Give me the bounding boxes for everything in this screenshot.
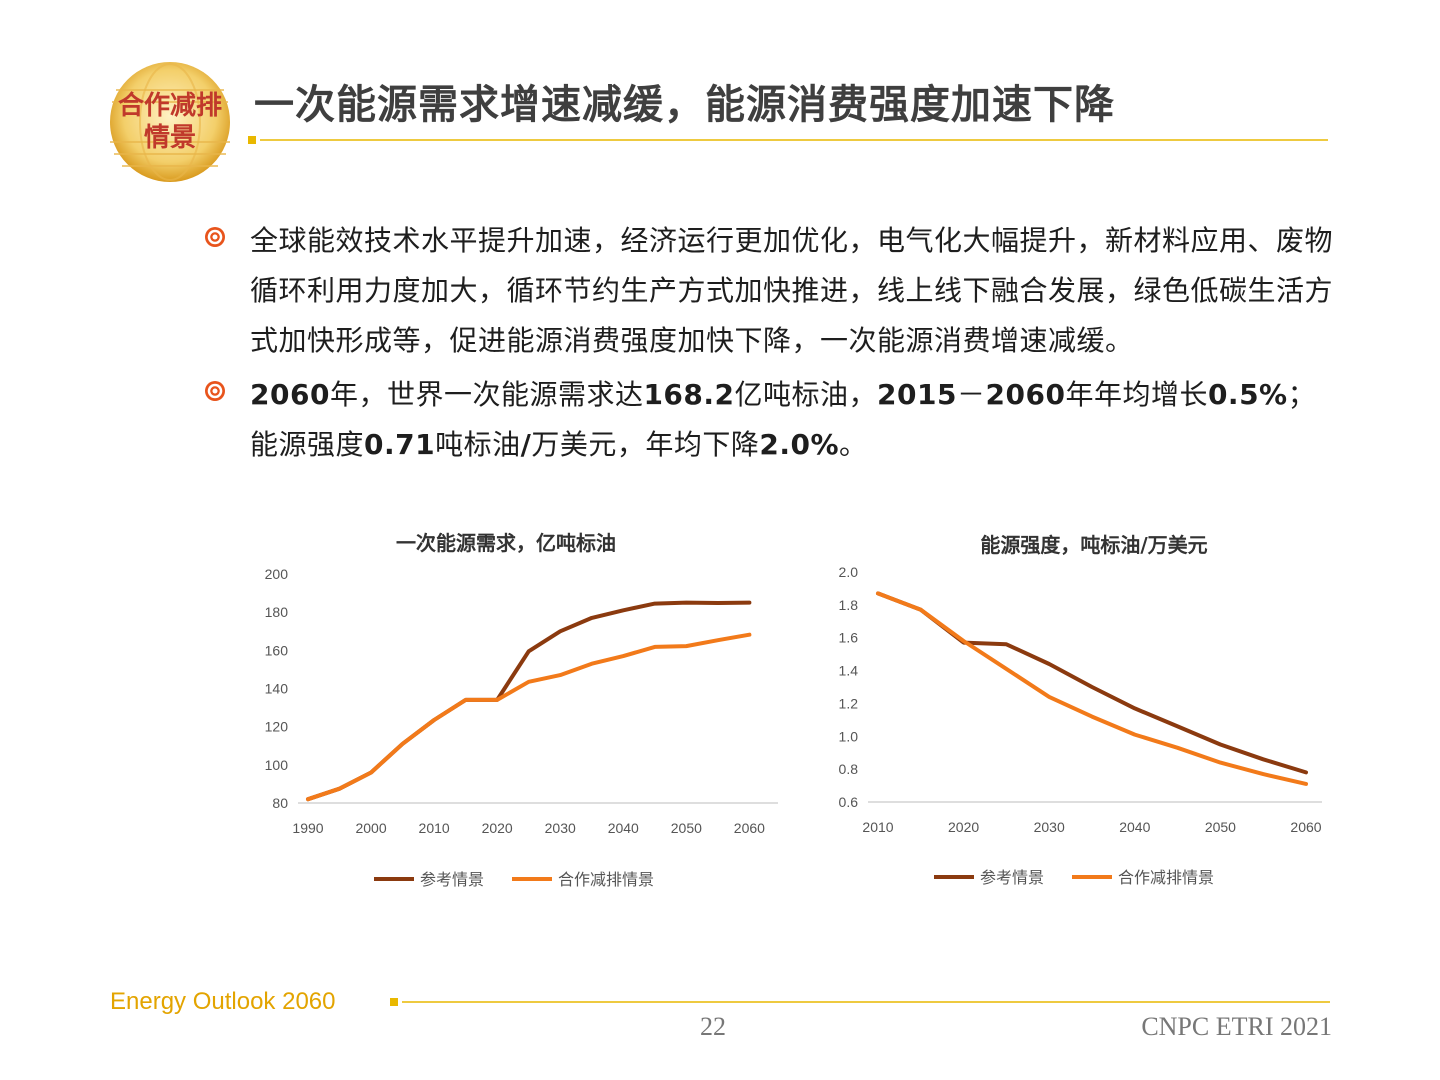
y-tick-label: 0.8: [839, 761, 859, 777]
page-title: 一次能源需求增速减缓，能源消费强度加速下降: [254, 82, 1115, 128]
bullet-highlight: 0.5%: [1207, 378, 1288, 411]
y-tick-label: 2.0: [839, 564, 859, 580]
legend-label: 合作减排情景: [558, 870, 654, 889]
y-tick-label: 0.6: [839, 794, 859, 810]
bullet-segment: ；能源强度: [250, 378, 1317, 461]
bullet-highlight: 2060: [250, 378, 330, 411]
bullet-segment: 年年均增长: [1065, 378, 1208, 411]
y-tick-label: 140: [265, 681, 289, 697]
y-tick-label: 1.4: [839, 663, 859, 679]
x-tick-label: 2040: [1119, 819, 1150, 835]
x-tick-label: 2050: [1205, 819, 1236, 835]
logo-text-line2: 情景: [144, 123, 196, 153]
y-tick-label: 1.0: [839, 728, 859, 744]
bullet-highlight: 2060: [985, 378, 1066, 411]
y-tick-label: 1.8: [839, 597, 859, 613]
energy-intensity-chart-svg: 能源强度，吨标油/万美元 0.6 0.8 1.0 1.2 1.4 1.6 1.8 2.0 2010…: [839, 533, 1322, 887]
bullet-icon: [205, 227, 225, 247]
bullet-text: 全球能效技术水平提升加速，经济运行更加优化，电气化大幅提升，新材料应用、废物循环…: [250, 216, 1344, 366]
x-tick-label: 2060: [1290, 819, 1321, 835]
bullet-highlight: /: [520, 428, 532, 461]
bullet-segment: 全球能效技术水平提升加速，经济运行更加优化，电气化大幅提升，新材料应用、废物循环…: [250, 224, 1334, 357]
chart-title: 能源强度，吨标油/万美元: [980, 533, 1207, 557]
y-tick-label: 200: [265, 566, 289, 582]
x-tick-label: 2030: [545, 820, 576, 836]
y-tick-label: 1.2: [839, 695, 859, 711]
bullet-highlight: 2.0%: [759, 428, 840, 461]
title-divider: [248, 136, 1328, 144]
bullet-text: 2060年，世界一次能源需求达168.2亿吨标油，2015－2060年年均增长0…: [250, 370, 1344, 470]
x-tick-label: 2000: [355, 820, 386, 836]
x-tick-label: 2010: [862, 819, 893, 835]
series-line-cooperative: [306, 632, 752, 802]
x-tick-label: 2040: [608, 820, 639, 836]
bullet-list: 全球能效技术水平提升加速，经济运行更加优化，电气化大幅提升，新材料应用、废物循环…: [204, 216, 1344, 474]
x-tick-label: 2020: [482, 820, 513, 836]
legend-label: 参考情景: [420, 870, 484, 889]
legend-label: 参考情景: [980, 868, 1044, 887]
x-tick-label: 2010: [419, 820, 450, 836]
x-tick-label: 2020: [948, 819, 979, 835]
y-tick-label: 100: [265, 757, 289, 773]
series-line-cooperative: [876, 591, 1308, 786]
y-tick-label: 180: [265, 604, 289, 620]
bullet-item: 2060年，世界一次能源需求达168.2亿吨标油，2015－2060年年均增长0…: [204, 370, 1344, 470]
bullet-highlight: 2015: [877, 378, 957, 411]
energy-demand-chart: 一次能源需求，亿吨标油 80 100 120 140 160 180 200 1990 2000 2…: [236, 520, 792, 900]
x-tick-label: 2030: [1034, 819, 1065, 835]
legend-label: 合作减排情景: [1118, 868, 1214, 887]
bullet-icon: [205, 381, 225, 401]
bullet-segment: －: [956, 378, 986, 411]
page-number: 22: [700, 1012, 726, 1041]
bullet-segment: 万美元，年均下降: [531, 428, 760, 461]
x-tick-label: 2050: [671, 820, 702, 836]
energy-intensity-chart: 能源强度，吨标油/万美元 0.6 0.8 1.0 1.2 1.4 1.6 1.8 2.0 2010…: [806, 520, 1346, 900]
bullet-highlight: 0.71: [364, 428, 436, 461]
bullet-segment: 年，世界一次能源需求达: [329, 378, 644, 411]
bullet-item: 全球能效技术水平提升加速，经济运行更加优化，电气化大幅提升，新材料应用、废物循环…: [204, 216, 1344, 366]
bullet-segment: 亿吨标油，: [734, 378, 878, 411]
scenario-logo: 合作减排 情景: [110, 62, 230, 182]
footer-brand: Energy Outlook 2060: [110, 988, 336, 1015]
y-tick-label: 160: [265, 642, 289, 658]
y-tick-label: 1.6: [839, 630, 859, 646]
logo-text-line1: 合作减排: [118, 90, 222, 121]
bullet-highlight: 168.2: [643, 378, 735, 411]
bullet-segment: 。: [839, 428, 868, 461]
bullet-segment: 吨标油: [435, 428, 521, 461]
y-tick-label: 120: [265, 719, 289, 735]
copyright: CNPC ETRI 2021: [1141, 1012, 1332, 1041]
chart-title: 一次能源需求，亿吨标油: [396, 531, 616, 555]
y-tick-label: 80: [272, 795, 288, 811]
x-tick-label: 1990: [292, 820, 323, 836]
series-line-reference: [876, 591, 1308, 775]
x-tick-label: 2060: [734, 820, 765, 836]
footer-divider: [390, 998, 1330, 1006]
energy-demand-chart-svg: 一次能源需求，亿吨标油 80 100 120 140 160 180 200 1990 2000 2…: [265, 531, 778, 889]
